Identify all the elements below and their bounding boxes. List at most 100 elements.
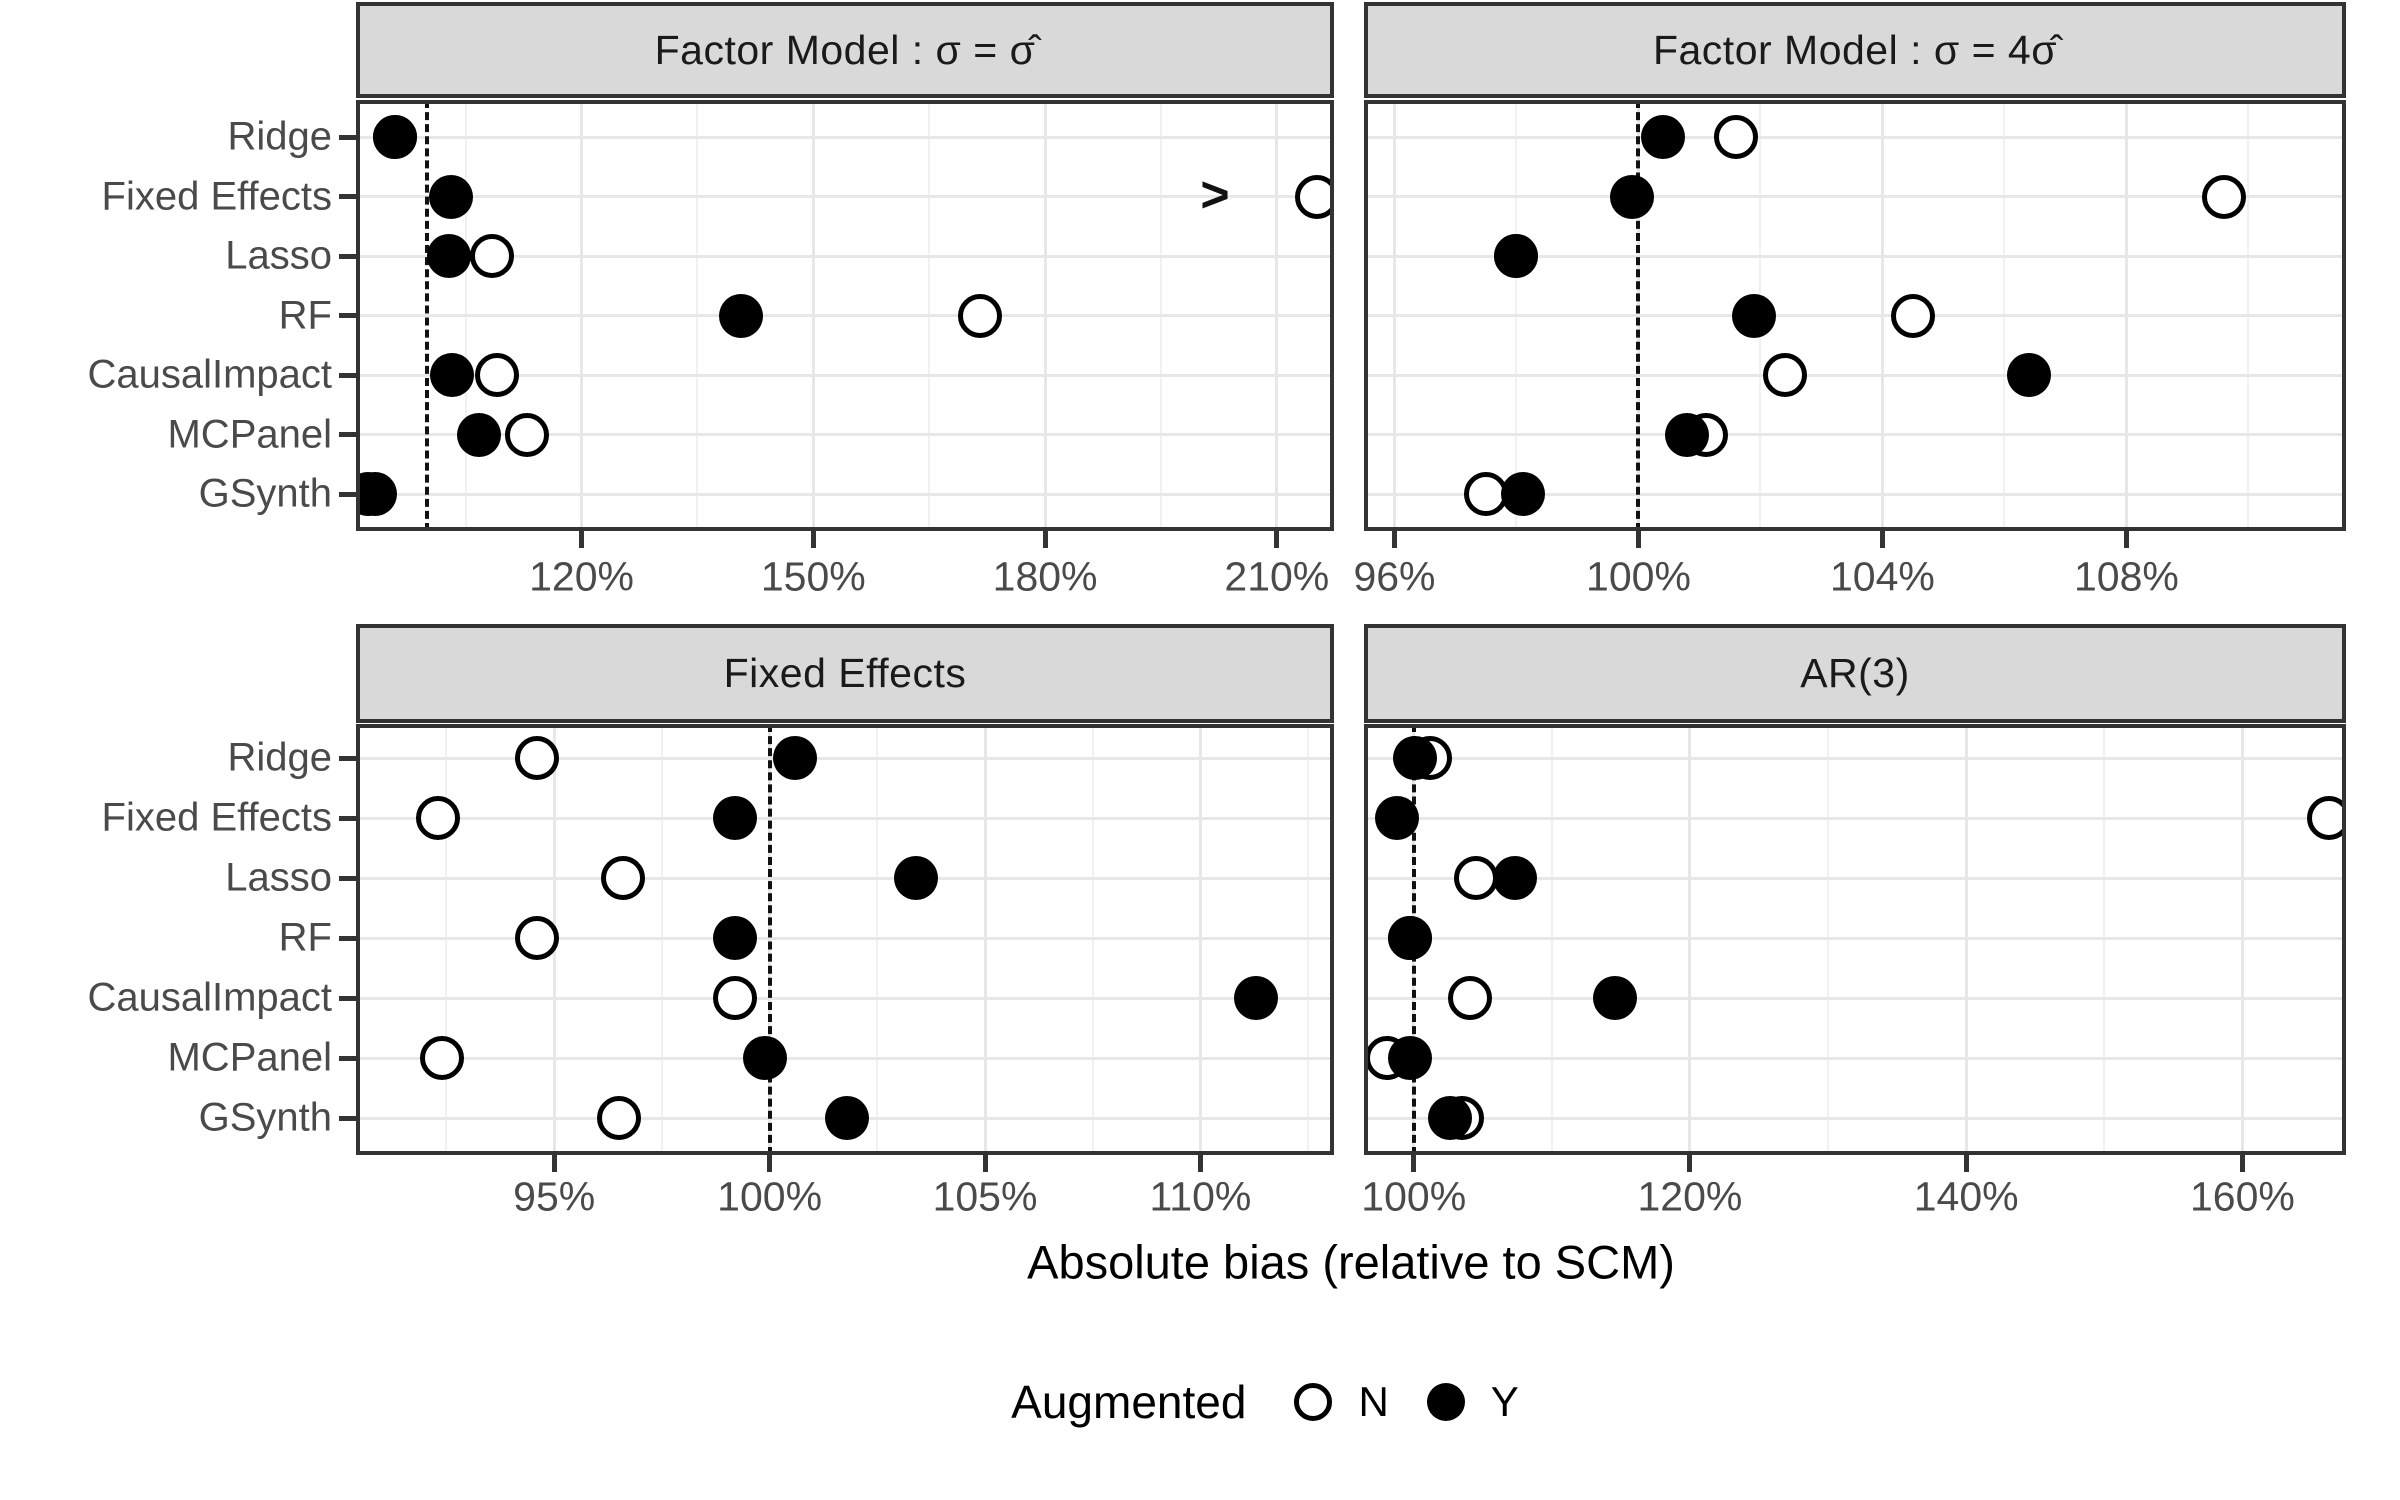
data-point-augmented-y [743, 1036, 788, 1080]
facet-strip-factor-model-sigma: Factor Model : σ = σ̂ [356, 2, 1334, 98]
y-axis-label-mcpanel: MCPanel [167, 412, 332, 456]
gridline-minor [1827, 724, 1830, 1155]
data-point-augmented-n [415, 796, 460, 840]
data-point-augmented-y [456, 412, 501, 457]
data-point-augmented-n [505, 412, 550, 457]
x-axis-tick [1635, 531, 1641, 548]
x-axis-tick [2239, 1155, 2245, 1172]
x-axis-tick-label: 95% [513, 1173, 596, 1220]
facet-strip-fixed-effects: Fixed Effects [356, 624, 1334, 723]
facet-panel-ar3 [1364, 724, 2346, 1155]
x-axis-tick [1391, 531, 1397, 548]
legend-title: Augmented [1011, 1376, 1247, 1428]
gridline-minor [2103, 724, 2106, 1155]
filled-circle-icon [1426, 1383, 1465, 1421]
x-axis-tick [1411, 1155, 1417, 1172]
data-point-augmented-y [718, 293, 763, 338]
x-axis-tick [1687, 1155, 1693, 1172]
gridline-row [356, 254, 1334, 258]
y-axis-tick [339, 815, 356, 821]
y-axis-tick [339, 253, 356, 259]
x-axis-tick [1274, 531, 1280, 548]
y-axis-label-gsynth: GSynth [198, 471, 332, 516]
gridline-minor [445, 724, 448, 1155]
y-axis-label-fixed-effects: Fixed Effects [101, 174, 332, 218]
clipped-point-arrow-icon: > [1200, 166, 1230, 223]
gridline-minor [660, 724, 663, 1155]
data-point-augmented-n [958, 293, 1003, 338]
data-point-augmented-n [420, 1036, 465, 1080]
y-axis-tick [339, 432, 356, 437]
data-point-augmented-n [601, 856, 646, 900]
x-axis-tick [1197, 1155, 1203, 1172]
gridline-major [2240, 724, 2244, 1155]
data-point-augmented-y [429, 353, 474, 397]
open-circle-icon [1294, 1383, 1333, 1421]
data-point-augmented-y [1234, 976, 1279, 1020]
gridline-row [356, 195, 1334, 198]
y-axis-label-causalimpact: CausalImpact [87, 352, 332, 397]
data-point-augmented-y [429, 174, 474, 219]
data-point-augmented-y [1393, 736, 1438, 780]
legend-item-y: Y [1426, 1378, 1519, 1426]
gridline-row [356, 1056, 1334, 1060]
reference-line-100pct [425, 100, 430, 531]
data-point-augmented-y [1732, 293, 1777, 338]
y-axis-label-rf: RF [278, 293, 332, 337]
data-point-augmented-y [713, 796, 758, 840]
data-point-augmented-y [1640, 115, 1685, 159]
x-axis-tick-label: 108% [2073, 553, 2179, 600]
data-point-augmented-n [474, 353, 519, 397]
y-axis-label-lasso: Lasso [225, 855, 332, 900]
data-point-augmented-y [713, 916, 758, 960]
legend: Augmented N Y [0, 1375, 2400, 1429]
x-axis-tick [767, 1155, 773, 1172]
y-axis-label-lasso: Lasso [225, 233, 332, 278]
x-axis-tick-label: 104% [1830, 553, 1935, 600]
x-axis-title: Absolute bias (relative to SCM) [1027, 1235, 1675, 1289]
facet-strip-ar3: AR(3) [1364, 624, 2346, 723]
gridline-row [1364, 373, 2346, 377]
data-point-augmented-n [1762, 353, 1807, 397]
data-point-augmented-y [1610, 174, 1655, 219]
x-axis-tick-label: 105% [932, 1173, 1038, 1220]
facet-panel-fixed-effects [356, 724, 1334, 1155]
x-axis-tick-label: 210% [1224, 553, 1330, 600]
data-point-augmented-y [1492, 856, 1537, 900]
gridline-row [1364, 433, 2346, 436]
y-axis-tick [339, 1115, 356, 1121]
gridline-row [356, 433, 1334, 436]
y-axis-tick [339, 194, 356, 199]
y-axis-label-mcpanel: MCPanel [167, 1035, 332, 1080]
x-axis-tick [810, 531, 816, 548]
gridline-row [1364, 195, 2346, 198]
y-axis-label-causalimpact: CausalImpact [87, 975, 332, 1020]
x-axis-tick-label: 110% [1149, 1173, 1252, 1220]
x-axis-tick [579, 531, 585, 548]
data-point-augmented-y [773, 736, 818, 780]
x-axis-tick [1042, 531, 1048, 548]
facet-strip-factor-model-4sigma: Factor Model : σ = 4σ̂ [1364, 2, 2346, 98]
y-axis-tick [339, 134, 356, 140]
gridline-major [1964, 724, 1968, 1155]
data-point-augmented-y [1500, 472, 1545, 516]
gridline-row [1364, 876, 2346, 880]
legend-label-n: N [1358, 1378, 1389, 1425]
gridline-minor [1307, 724, 1310, 1155]
gridline-row [1364, 1116, 2346, 1120]
x-axis-tick [2123, 531, 2129, 548]
gridline-row [356, 135, 1334, 139]
data-point-augmented-y [2006, 353, 2051, 397]
data-point-augmented-y [1427, 1096, 1472, 1140]
data-point-augmented-y [1593, 976, 1638, 1020]
gridline-row [356, 816, 1334, 820]
y-axis-tick [339, 313, 356, 318]
reference-line-100pct [767, 724, 772, 1155]
gridline-row [356, 936, 1334, 940]
gridline-major [1198, 724, 1202, 1155]
x-axis-tick-label: 120% [1637, 1173, 1743, 1220]
y-axis-tick [339, 372, 356, 378]
gridline-major [1688, 724, 1692, 1155]
y-axis-label-ridge: Ridge [227, 114, 332, 159]
legend-item-n: N [1294, 1378, 1389, 1426]
